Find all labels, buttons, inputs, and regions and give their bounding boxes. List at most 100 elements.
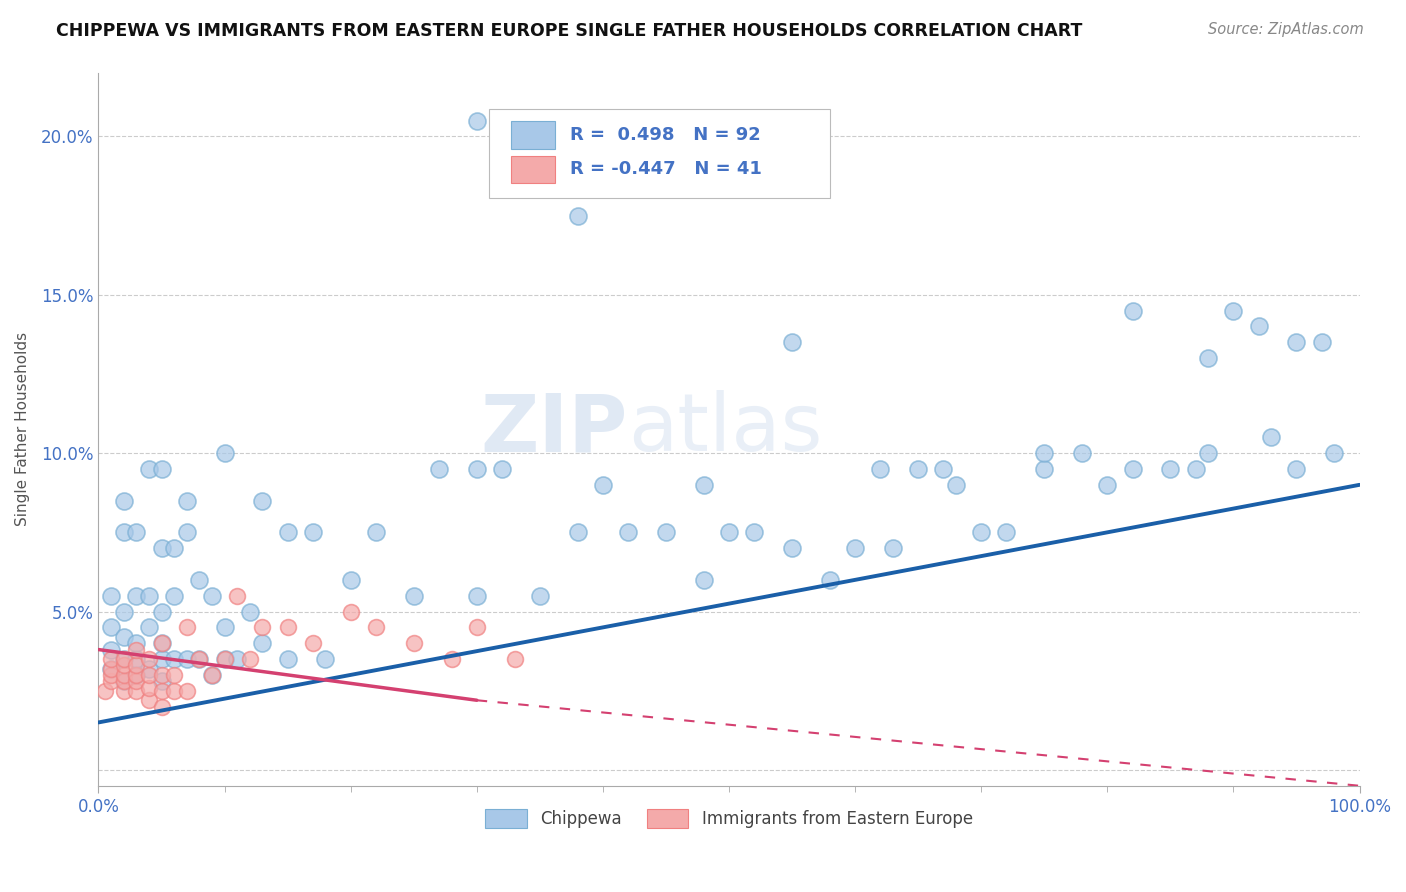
Point	[882, 541, 904, 556]
Point	[465, 589, 488, 603]
Point	[112, 630, 135, 644]
Point	[339, 605, 361, 619]
Legend: Chippewa, Immigrants from Eastern Europe: Chippewa, Immigrants from Eastern Europe	[478, 802, 980, 835]
Point	[201, 668, 224, 682]
Point	[693, 478, 716, 492]
Point	[1197, 446, 1219, 460]
Point	[1197, 351, 1219, 365]
Point	[138, 620, 160, 634]
Point	[567, 209, 589, 223]
Text: R =  0.498   N = 92: R = 0.498 N = 92	[569, 126, 761, 144]
Point	[214, 620, 236, 634]
Point	[1260, 430, 1282, 444]
Point	[1033, 462, 1056, 476]
Point	[100, 668, 122, 682]
Point	[112, 652, 135, 666]
Point	[150, 605, 173, 619]
Point	[138, 462, 160, 476]
Point	[176, 620, 198, 634]
FancyBboxPatch shape	[510, 156, 555, 183]
Point	[592, 478, 614, 492]
Text: atlas: atlas	[628, 391, 823, 468]
Point	[1121, 303, 1143, 318]
Point	[150, 683, 173, 698]
Point	[818, 573, 841, 587]
Point	[277, 620, 299, 634]
Point	[94, 683, 117, 698]
Point	[1071, 446, 1094, 460]
Point	[1121, 462, 1143, 476]
Point	[112, 652, 135, 666]
Point	[188, 573, 211, 587]
Point	[1097, 478, 1119, 492]
Point	[1285, 335, 1308, 350]
Point	[100, 652, 122, 666]
Point	[364, 525, 387, 540]
Point	[125, 525, 148, 540]
Point	[364, 620, 387, 634]
Point	[402, 636, 425, 650]
Point	[138, 681, 160, 695]
Text: ZIP: ZIP	[481, 391, 628, 468]
Point	[465, 462, 488, 476]
Point	[201, 668, 224, 682]
Point	[125, 674, 148, 689]
Point	[112, 493, 135, 508]
Point	[465, 113, 488, 128]
Point	[252, 636, 274, 650]
Point	[125, 642, 148, 657]
Point	[100, 662, 122, 676]
Y-axis label: Single Father Households: Single Father Households	[15, 333, 30, 526]
Point	[125, 652, 148, 666]
FancyBboxPatch shape	[510, 121, 555, 149]
Point	[112, 683, 135, 698]
Point	[150, 541, 173, 556]
Point	[100, 620, 122, 634]
Point	[1247, 319, 1270, 334]
Point	[138, 589, 160, 603]
Point	[277, 652, 299, 666]
Point	[693, 573, 716, 587]
Text: R = -0.447   N = 41: R = -0.447 N = 41	[569, 161, 762, 178]
Point	[125, 668, 148, 682]
Point	[100, 662, 122, 676]
Point	[188, 652, 211, 666]
Text: Source: ZipAtlas.com: Source: ZipAtlas.com	[1208, 22, 1364, 37]
Point	[138, 652, 160, 666]
Point	[1285, 462, 1308, 476]
Point	[1184, 462, 1206, 476]
Point	[302, 525, 325, 540]
Point	[176, 525, 198, 540]
Point	[1323, 446, 1346, 460]
Point	[742, 525, 765, 540]
Point	[163, 652, 186, 666]
Point	[214, 652, 236, 666]
Point	[277, 525, 299, 540]
Point	[150, 674, 173, 689]
Point	[176, 683, 198, 698]
Point	[402, 589, 425, 603]
Point	[188, 652, 211, 666]
Point	[100, 589, 122, 603]
Point	[150, 636, 173, 650]
Point	[567, 525, 589, 540]
Point	[717, 525, 740, 540]
Point	[339, 573, 361, 587]
Point	[176, 493, 198, 508]
Point	[907, 462, 929, 476]
Point	[465, 620, 488, 634]
Point	[1310, 335, 1333, 350]
Point	[226, 652, 249, 666]
Point	[491, 462, 513, 476]
Point	[112, 658, 135, 673]
Point	[125, 668, 148, 682]
Point	[932, 462, 955, 476]
Point	[112, 605, 135, 619]
Point	[655, 525, 678, 540]
Point	[163, 683, 186, 698]
Point	[138, 693, 160, 707]
Point	[125, 658, 148, 673]
Point	[1033, 446, 1056, 460]
Point	[945, 478, 967, 492]
Point	[869, 462, 891, 476]
